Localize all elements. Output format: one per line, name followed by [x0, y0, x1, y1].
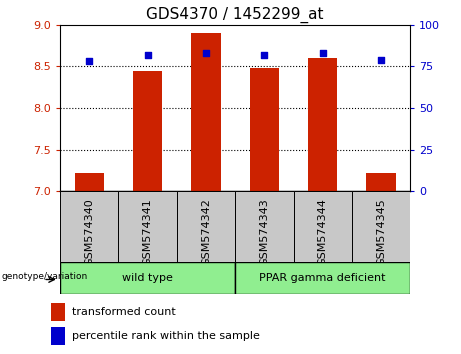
- Point: [378, 57, 385, 63]
- Text: genotype/variation: genotype/variation: [1, 272, 88, 281]
- Text: GSM574343: GSM574343: [259, 198, 269, 266]
- Text: GSM574344: GSM574344: [318, 198, 328, 266]
- Bar: [60, 262, 235, 294]
- Point: [202, 50, 210, 56]
- Bar: [235, 262, 410, 294]
- Bar: [60, 191, 118, 262]
- Text: percentile rank within the sample: percentile rank within the sample: [72, 331, 260, 341]
- Text: wild type: wild type: [122, 273, 173, 283]
- Point: [144, 52, 151, 58]
- Bar: [366, 173, 396, 191]
- Bar: [133, 70, 162, 191]
- Text: PPAR gamma deficient: PPAR gamma deficient: [260, 273, 386, 283]
- Bar: [51, 303, 65, 321]
- Text: GSM574340: GSM574340: [84, 198, 94, 266]
- Bar: [352, 191, 410, 262]
- Bar: [118, 191, 177, 262]
- Bar: [75, 173, 104, 191]
- Bar: [235, 191, 294, 262]
- Point: [260, 52, 268, 58]
- Text: GSM574342: GSM574342: [201, 198, 211, 266]
- Bar: [294, 191, 352, 262]
- Text: GSM574341: GSM574341: [142, 198, 153, 266]
- Title: GDS4370 / 1452299_at: GDS4370 / 1452299_at: [146, 7, 324, 23]
- Bar: [250, 68, 279, 191]
- Text: transformed count: transformed count: [72, 307, 176, 317]
- Text: GSM574345: GSM574345: [376, 198, 386, 266]
- Bar: [177, 191, 235, 262]
- Bar: [191, 33, 220, 191]
- Point: [319, 50, 326, 56]
- Bar: [308, 58, 337, 191]
- Bar: [51, 327, 65, 345]
- Point: [85, 58, 93, 64]
